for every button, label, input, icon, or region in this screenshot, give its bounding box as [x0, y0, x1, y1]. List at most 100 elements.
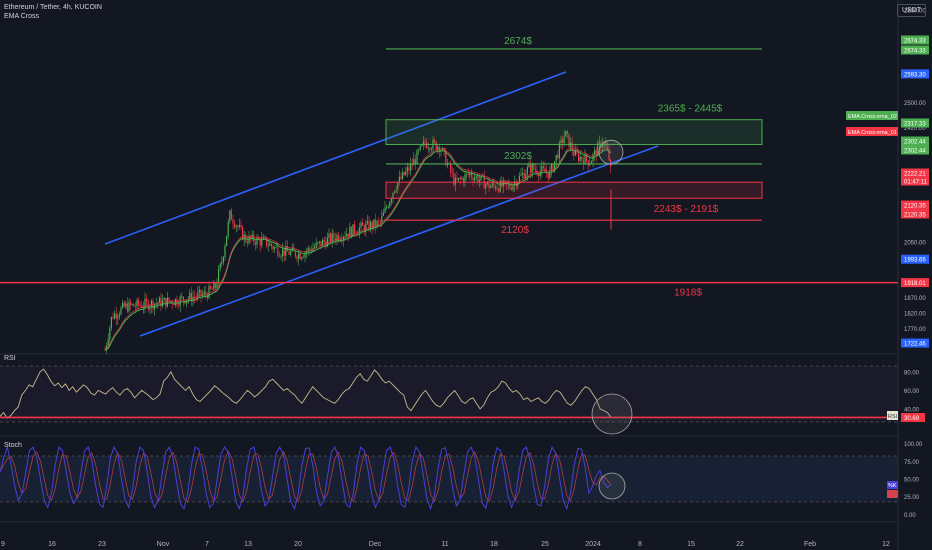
candle [373, 219, 375, 231]
time-tick: 22 [736, 541, 744, 548]
candle [523, 168, 525, 180]
candle [237, 224, 239, 232]
candle [205, 285, 207, 300]
candle [493, 178, 495, 190]
ema-slow-line [104, 149, 611, 351]
candle [450, 160, 452, 178]
price-tick: 2674.33 [904, 49, 926, 55]
candle [283, 249, 285, 262]
price-tick: 01:47:11 [904, 180, 928, 186]
candle [213, 280, 215, 290]
rsi-tick: 60.00 [904, 389, 920, 395]
price-badge-bg [901, 145, 929, 155]
candle [158, 296, 160, 304]
price-axis: 2800.00 2674.33 2674.33 2593.30 2500.00 2420.… [846, 9, 929, 519]
candle [522, 167, 524, 179]
price-tick: 2500.00 [904, 101, 926, 107]
candle [219, 262, 221, 272]
highlight-circle-rsi [591, 393, 633, 435]
candle [110, 316, 112, 332]
candle [221, 256, 223, 268]
candle [203, 286, 205, 298]
candle [126, 297, 128, 313]
candle [325, 236, 327, 250]
candle [459, 175, 461, 185]
ema-fast-line [104, 147, 611, 349]
candle [109, 325, 111, 345]
time-tick: 2024 [585, 541, 601, 548]
candle [592, 152, 594, 168]
time-tick: 18 [490, 541, 498, 548]
candle [160, 293, 162, 312]
candle [555, 154, 557, 168]
price-tick: 1993.66 [904, 258, 926, 264]
stoch-tick: 0.00 [904, 513, 916, 519]
candle [318, 240, 320, 246]
zone-label-1: 2243$ - 2191$ [654, 204, 719, 215]
ema-label-1: EMA Cross:ema_01 [848, 130, 897, 136]
candle [120, 305, 122, 316]
candle [314, 243, 316, 250]
candle [475, 174, 477, 181]
rsi-pane [0, 368, 898, 435]
indicator-name: EMA Cross [4, 13, 40, 20]
candle [608, 144, 610, 162]
candle [504, 179, 506, 187]
candle [490, 184, 492, 189]
candle [331, 228, 333, 248]
candle [358, 222, 360, 239]
candle [181, 292, 183, 299]
price-tick: 2800.00 [904, 9, 926, 15]
price-tick: 2120.35 [904, 213, 926, 219]
candle [520, 167, 522, 177]
candle [458, 177, 460, 183]
price-badge-bg [901, 168, 929, 178]
candle [304, 250, 306, 263]
candle [264, 234, 266, 239]
stoch-k-badge: %K [888, 483, 897, 489]
price-tick: 1918.01 [904, 281, 926, 287]
candle [530, 157, 532, 179]
rsi-band [0, 366, 898, 422]
stoch-d-line [0, 450, 612, 503]
time-tick: Dec [369, 541, 382, 548]
price-badge-bg [901, 35, 929, 45]
candle [568, 133, 570, 149]
candle [342, 235, 344, 247]
candle [552, 163, 554, 172]
candle [144, 292, 146, 314]
candle [400, 172, 402, 180]
candle [371, 219, 373, 235]
candle [362, 217, 364, 226]
price-tick: 2302.44 [904, 140, 926, 146]
candle [565, 131, 567, 137]
candle [229, 209, 231, 225]
stoch-tick: 75.00 [904, 460, 920, 466]
candle [254, 239, 256, 251]
candle [416, 148, 418, 164]
price-tick: 2050.00 [904, 240, 926, 246]
currency-button[interactable]: USDT [896, 4, 926, 17]
time-tick: 12 [882, 541, 890, 548]
candle [405, 166, 407, 177]
candle [378, 217, 380, 227]
candle [382, 208, 384, 217]
price-tick: 2302.44 [904, 149, 926, 155]
candle [573, 145, 575, 161]
highlight-circle-stoch [598, 472, 626, 500]
candle [470, 168, 472, 181]
candle [130, 298, 132, 310]
candle [453, 168, 455, 187]
time-tick: 9 [1, 541, 5, 548]
candle [112, 312, 114, 320]
candle [534, 163, 536, 175]
price-tick: 2317.33 [904, 122, 926, 128]
candle [328, 228, 330, 245]
gridlines [0, 0, 899, 550]
time-tick: Nov [157, 541, 170, 548]
candle [232, 214, 234, 230]
candle [317, 241, 319, 246]
candle [230, 207, 232, 220]
candle [286, 239, 288, 252]
candle [370, 219, 372, 233]
